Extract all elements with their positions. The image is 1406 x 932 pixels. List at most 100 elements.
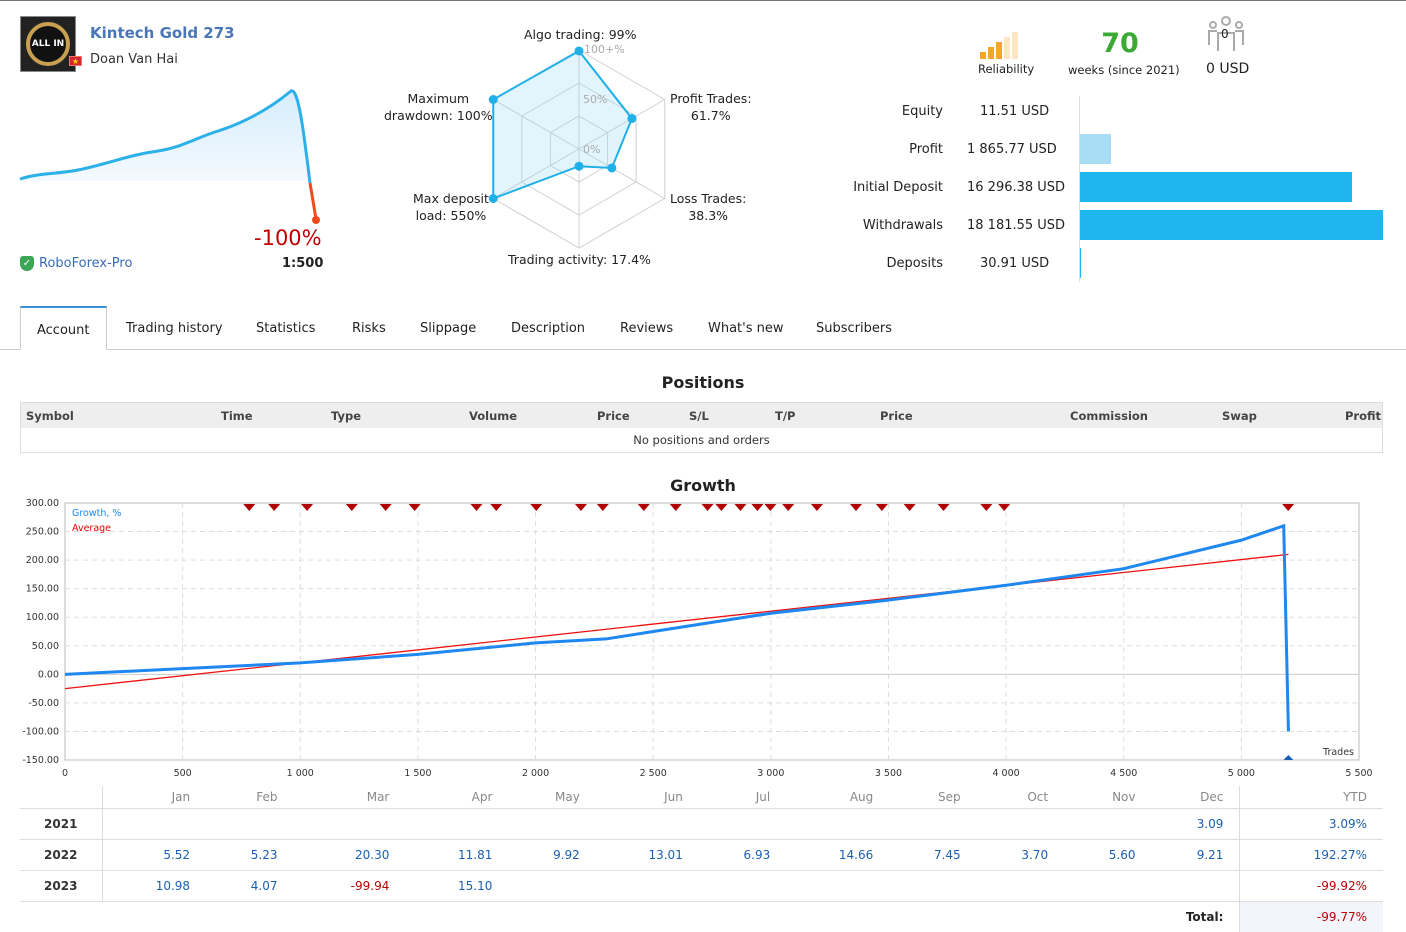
month-header: Jan — [171, 789, 191, 804]
year-row: 2023 10.98 4.07 -99.94 15.10 -99.92% — [20, 869, 1383, 901]
month-header: Feb — [256, 789, 278, 804]
radar-point — [574, 161, 584, 171]
trade-marker — [903, 504, 916, 511]
y-tick-label: 200.00 — [26, 555, 59, 566]
radar-label-activity: Trading activity: 17.4% — [508, 252, 651, 267]
ytd-value: 3.09% — [1239, 807, 1383, 839]
tab-account[interactable]: Account — [20, 306, 107, 350]
tab-description[interactable]: Description — [511, 321, 586, 336]
column-header[interactable]: T/P — [775, 409, 796, 423]
trade-marker — [875, 504, 888, 511]
total-value: -99.77% — [1239, 900, 1383, 932]
broker-link[interactable]: ✓ RoboForex-Pro — [20, 256, 132, 271]
month-value: 20.30 — [293, 838, 406, 870]
subscribers-count: 0 — [1221, 27, 1229, 41]
x-tick-label: 3 000 — [757, 768, 784, 779]
month-header: Nov — [1112, 789, 1136, 804]
year-cell: 2023 — [20, 869, 103, 901]
column-header[interactable]: Symbol — [26, 409, 74, 423]
author-name[interactable]: Doan Van Hai — [90, 52, 178, 67]
stat-value: 16 296.38 USD — [967, 180, 1066, 195]
reliability-bar — [980, 52, 986, 59]
month-value — [206, 807, 294, 839]
stat-label: Withdrawals — [862, 218, 943, 233]
month-value: -99.94 — [293, 869, 406, 901]
month-value — [508, 807, 596, 839]
month-value — [889, 869, 977, 901]
month-value: 14.66 — [786, 838, 890, 870]
tab-trading-history[interactable]: Trading history — [126, 321, 223, 336]
reliability-bar — [988, 47, 994, 59]
month-value: 3.09 — [1151, 807, 1240, 839]
trade-marker — [530, 504, 543, 511]
x-tick-label: 4 000 — [992, 768, 1019, 779]
tab-statistics[interactable]: Statistics — [256, 321, 316, 336]
tab-slippage[interactable]: Slippage — [420, 321, 477, 336]
positions-empty-message: No positions and orders — [633, 433, 770, 447]
month-value — [889, 807, 977, 839]
subscribers-icon[interactable] — [1206, 15, 1246, 53]
month-value: 11.81 — [405, 838, 509, 870]
radar-scale-50: 50% — [583, 93, 608, 106]
y-tick-label: 0.00 — [38, 669, 59, 680]
stat-value: 18 181.55 USD — [967, 218, 1066, 233]
radar-label-loss: Loss Trades: 38.3% — [670, 191, 747, 223]
month-value — [1064, 807, 1152, 839]
column-header[interactable]: Type — [331, 409, 362, 423]
stat-label: Deposits — [886, 256, 943, 271]
month-value — [102, 807, 207, 839]
vietnam-flag-icon: ★ — [69, 56, 82, 66]
radar-label-deposit-load: Max deposit load: 550% — [413, 191, 489, 223]
month-value: 6.93 — [698, 838, 787, 870]
trade-marker — [490, 504, 503, 511]
column-header[interactable]: Price — [597, 409, 630, 423]
stat-value: 11.51 USD — [980, 104, 1050, 119]
radar-point — [488, 95, 498, 104]
stat-label: Equity — [901, 104, 943, 119]
month-value — [1151, 869, 1240, 901]
x-tick-label: 500 — [174, 768, 192, 779]
trade-marker — [637, 504, 650, 511]
month-header: Jul — [755, 789, 771, 804]
tab-subscribers[interactable]: Subscribers — [816, 321, 892, 336]
stat-bar — [1080, 172, 1352, 202]
total-growth: -100% — [254, 226, 322, 250]
positions-header: Symbol Time Type Volume Price S/L T/P Price Comm… — [21, 403, 1382, 428]
positions-table: Symbol Time Type Volume Price S/L T/P Price Comm… — [20, 402, 1383, 453]
trade-marker — [243, 504, 256, 511]
column-header[interactable]: Commission — [1070, 409, 1148, 423]
column-header[interactable]: S/L — [689, 409, 709, 423]
avatar[interactable]: ALL IN — [20, 16, 76, 72]
month-header: Sep — [938, 789, 961, 804]
radar-point — [488, 194, 498, 203]
column-header[interactable]: Price — [880, 409, 913, 423]
year-row: 2021 3.09 3.09% — [20, 807, 1383, 839]
reliability-bars-icon — [980, 32, 1018, 59]
trade-marker — [701, 504, 714, 511]
tab-risks[interactable]: Risks — [352, 321, 386, 336]
month-value — [786, 807, 890, 839]
radar-axis — [493, 148, 580, 199]
trade-marker — [810, 504, 823, 511]
column-header[interactable]: Volume — [469, 409, 518, 423]
column-header[interactable]: Profit — [1345, 409, 1382, 423]
signal-title[interactable]: Kintech Gold 273 — [90, 24, 235, 42]
x-tick-label: 3 500 — [875, 768, 902, 779]
x-tick-label: 5 000 — [1228, 768, 1255, 779]
subscribers-funds: 0 USD — [1206, 61, 1250, 77]
reliability-bar — [996, 42, 1002, 59]
x-tick-label: 5 500 — [1345, 768, 1372, 779]
radar-scale-100: 100+% — [584, 43, 625, 56]
radar-axis — [578, 99, 665, 150]
trade-marker — [849, 504, 862, 511]
y-tick-label: -50.00 — [28, 698, 59, 709]
column-header[interactable]: Time — [221, 409, 253, 423]
tab-what-s-new[interactable]: What's new — [708, 321, 784, 336]
column-header[interactable]: Swap — [1222, 409, 1257, 423]
radar-point — [607, 163, 617, 173]
month-value — [698, 869, 787, 901]
trade-marker — [751, 504, 764, 511]
trade-marker — [669, 504, 682, 511]
tab-reviews[interactable]: Reviews — [620, 321, 674, 336]
year-cell: 2021 — [20, 807, 103, 839]
